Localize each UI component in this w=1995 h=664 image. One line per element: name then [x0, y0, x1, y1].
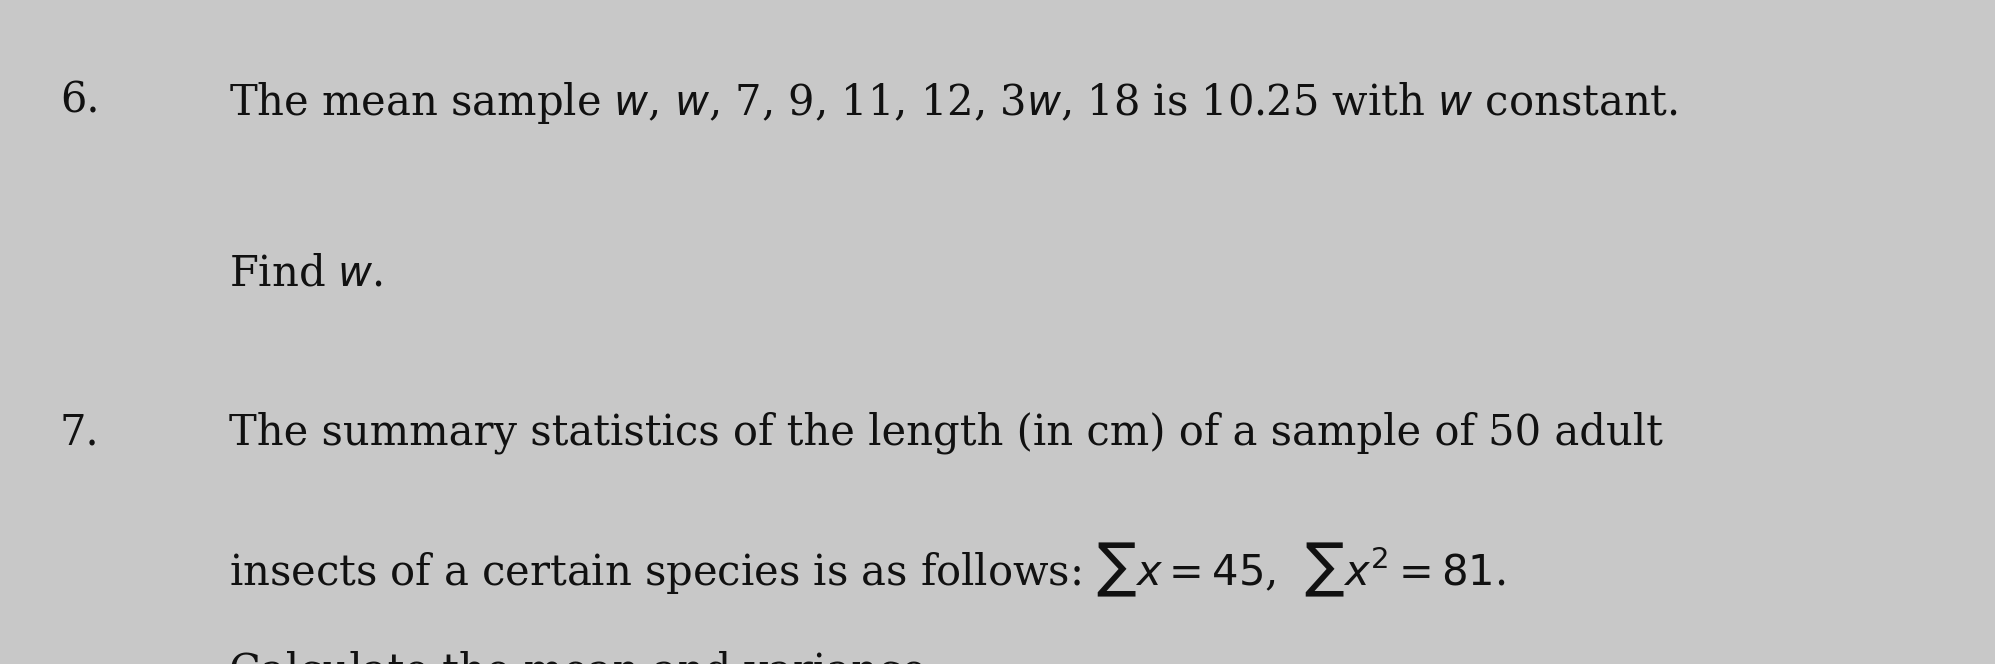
Text: 6.: 6. [60, 80, 100, 122]
Text: Calculate the mean and variance.: Calculate the mean and variance. [229, 651, 940, 664]
Text: The mean sample $w$, $w$, 7, 9, 11, 12, 3$w$, 18 is 10.25 with $w$ constant.: The mean sample $w$, $w$, 7, 9, 11, 12, … [229, 80, 1678, 125]
Text: 7.: 7. [60, 412, 100, 454]
Text: Find $w$.: Find $w$. [229, 252, 383, 294]
Text: The summary statistics of the length (in cm) of a sample of 50 adult: The summary statistics of the length (in… [229, 412, 1664, 454]
Text: insects of a certain species is as follows: $\sum x=45$,  $\sum x^{2}=81$.: insects of a certain species is as follo… [229, 541, 1506, 600]
